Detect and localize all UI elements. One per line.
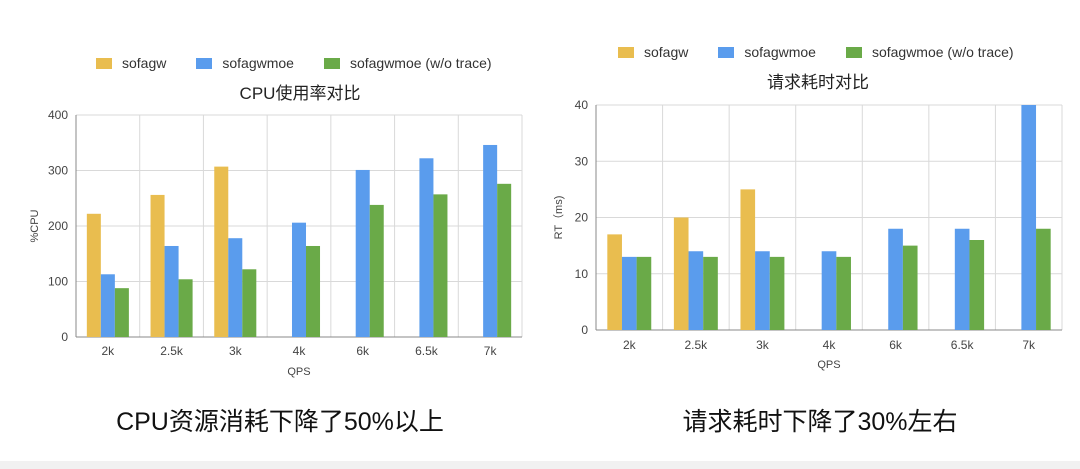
x-tick-label: 6k [356, 344, 370, 358]
legend-label-sofagw: sofagw [122, 55, 167, 71]
bar-sofagwmoe-7k [1021, 105, 1037, 330]
rt-chart-panel: sofagw sofagwmoe sofagwmoe (w/o trace) 请… [540, 0, 1080, 469]
bar-sofagwmoe-notrace-3k [242, 269, 257, 337]
bar-sofagw-3k [740, 189, 756, 330]
bar-sofagwmoe-notrace-7k [1036, 228, 1051, 330]
bar-sofagwmoe-notrace-6k [902, 245, 918, 330]
legend-label-sofagwmoe: sofagwmoe [222, 55, 294, 71]
x-tick-label: 7k [1022, 338, 1036, 352]
bar-sofagwmoe-2.5k [688, 251, 704, 330]
legend-item-sofagwmoe: sofagwmoe [196, 55, 294, 71]
legend-label-sofagwmoe-notrace: sofagwmoe (w/o trace) [349, 55, 492, 71]
x-tick-label: 6.5k [415, 344, 439, 358]
bar-sofagwmoe-6.5k [954, 228, 970, 330]
bar-sofagwmoe-notrace-6.5k [969, 240, 985, 330]
legend-label-sofagw: sofagw [644, 44, 689, 60]
bar-sofagwmoe-6.5k [419, 158, 434, 337]
y-axis-label: RT（ms) [552, 196, 565, 240]
y-tick-label: 100 [48, 275, 68, 289]
bar-sofagwmoe-2.5k [164, 245, 179, 337]
cpu-chart-title: CPU使用率对比 [239, 84, 361, 103]
legend-swatch-sofagwmoe-notrace [323, 57, 340, 69]
y-tick-label: 20 [575, 211, 589, 225]
cpu-caption: CPU资源消耗下降了50%以上 [116, 408, 444, 436]
y-tick-label: 400 [48, 108, 68, 122]
cpu-chart-legend: sofagw sofagwmoe sofagwmoe (w/o trace) [96, 55, 522, 71]
legend-item-sofagw: sofagw [96, 55, 166, 71]
bar-sofagwmoe-notrace-3k [769, 256, 785, 330]
x-tick-label: 2k [623, 338, 637, 352]
x-tick-label: 3k [756, 338, 770, 352]
bar-sofagwmoe-6k [888, 228, 903, 330]
x-tick-label: 3k [229, 344, 243, 358]
bar-sofagwmoe-3k [755, 251, 770, 330]
bar-sofagwmoe-2k [621, 256, 637, 330]
y-axis-label: %CPU [29, 209, 41, 242]
legend-swatch-sofagwmoe-notrace [845, 46, 862, 58]
bar-sofagw-2.5k [673, 217, 689, 330]
x-tick-label: 2.5k [160, 344, 184, 358]
x-tick-label: 4k [823, 338, 837, 352]
legend-label-sofagwmoe-notrace: sofagwmoe (w/o trace) [871, 44, 1014, 60]
bar-sofagw-2k [86, 213, 101, 337]
x-tick-label: 2k [102, 344, 116, 358]
y-tick-label: 30 [575, 154, 589, 168]
legend-swatch-sofagwmoe [718, 46, 735, 58]
bar-sofagwmoe-notrace-2k [636, 256, 652, 330]
legend-item-sofagwmoe-notrace: sofagwmoe (w/o trace) [845, 44, 1014, 60]
bar-sofagwmoe-notrace-2.5k [703, 256, 718, 330]
bar-sofagwmoe-notrace-4k [836, 256, 851, 330]
x-tick-label: 6k [889, 338, 903, 352]
x-tick-label: 2.5k [685, 338, 709, 352]
bar-sofagwmoe-4k [291, 222, 307, 337]
legend-item-sofagwmoe-notrace: sofagwmoe (w/o trace) [323, 55, 492, 71]
x-axis-label: QPS [287, 366, 310, 378]
bar-sofagw-2k [607, 234, 622, 330]
y-tick-label: 40 [575, 98, 589, 112]
legend-swatch-sofagw [96, 57, 112, 69]
bar-sofagwmoe-notrace-6.5k [433, 194, 448, 337]
bar-sofagw-3k [214, 166, 229, 337]
legend-label-sofagwmoe: sofagwmoe [744, 44, 816, 60]
bar-sofagwmoe-notrace-7k [497, 183, 512, 337]
legend-swatch-sofagw [618, 46, 634, 58]
bar-sofagwmoe-3k [228, 238, 243, 337]
cpu-bar-chart: 0 100 200 300 400 2k 2.5k 3k 4k 6k 6.5k 7k QPS %CPU [29, 108, 523, 378]
bar-sofagwmoe-2k [100, 274, 115, 337]
rt-chart-title: 请求耗时对比 [767, 73, 869, 92]
rt-chart-legend: sofagw sofagwmoe sofagwmoe (w/o trace) [618, 44, 1044, 60]
y-tick-label: 200 [48, 219, 68, 233]
rt-bar-chart: 0 10 20 30 40 2k 2.5k 3k 4k 6k 6.5k 7k QPS RT（ms) [552, 98, 1063, 371]
x-tick-label: 4k [293, 344, 307, 358]
legend-swatch-sofagwmoe [196, 57, 213, 69]
y-tick-label: 0 [581, 323, 588, 337]
bar-sofagwmoe-notrace-6k [369, 204, 384, 337]
x-tick-label: 6.5k [951, 338, 975, 352]
bar-sofagw-2.5k [150, 194, 165, 337]
y-tick-label: 10 [575, 267, 589, 281]
x-tick-label: 7k [484, 344, 498, 358]
bar-sofagwmoe-notrace-4k [306, 245, 321, 337]
legend-item-sofagw: sofagw [618, 44, 688, 60]
legend-item-sofagwmoe: sofagwmoe [718, 44, 816, 60]
bar-sofagwmoe-4k [821, 251, 837, 330]
cpu-chart-panel: sofagw sofagwmoe sofagwmoe (w/o trace) C… [29, 55, 523, 436]
y-tick-label: 0 [61, 330, 68, 344]
bar-sofagwmoe-7k [483, 144, 498, 337]
bar-sofagwmoe-6k [355, 169, 370, 337]
bar-sofagwmoe-notrace-2k [114, 288, 129, 337]
x-axis-label: QPS [817, 359, 840, 371]
bar-sofagwmoe-notrace-2.5k [178, 279, 193, 337]
footer-divider [0, 461, 1080, 469]
y-tick-label: 300 [48, 164, 68, 178]
rt-caption: 请求耗时下降了30%左右 [682, 408, 958, 436]
